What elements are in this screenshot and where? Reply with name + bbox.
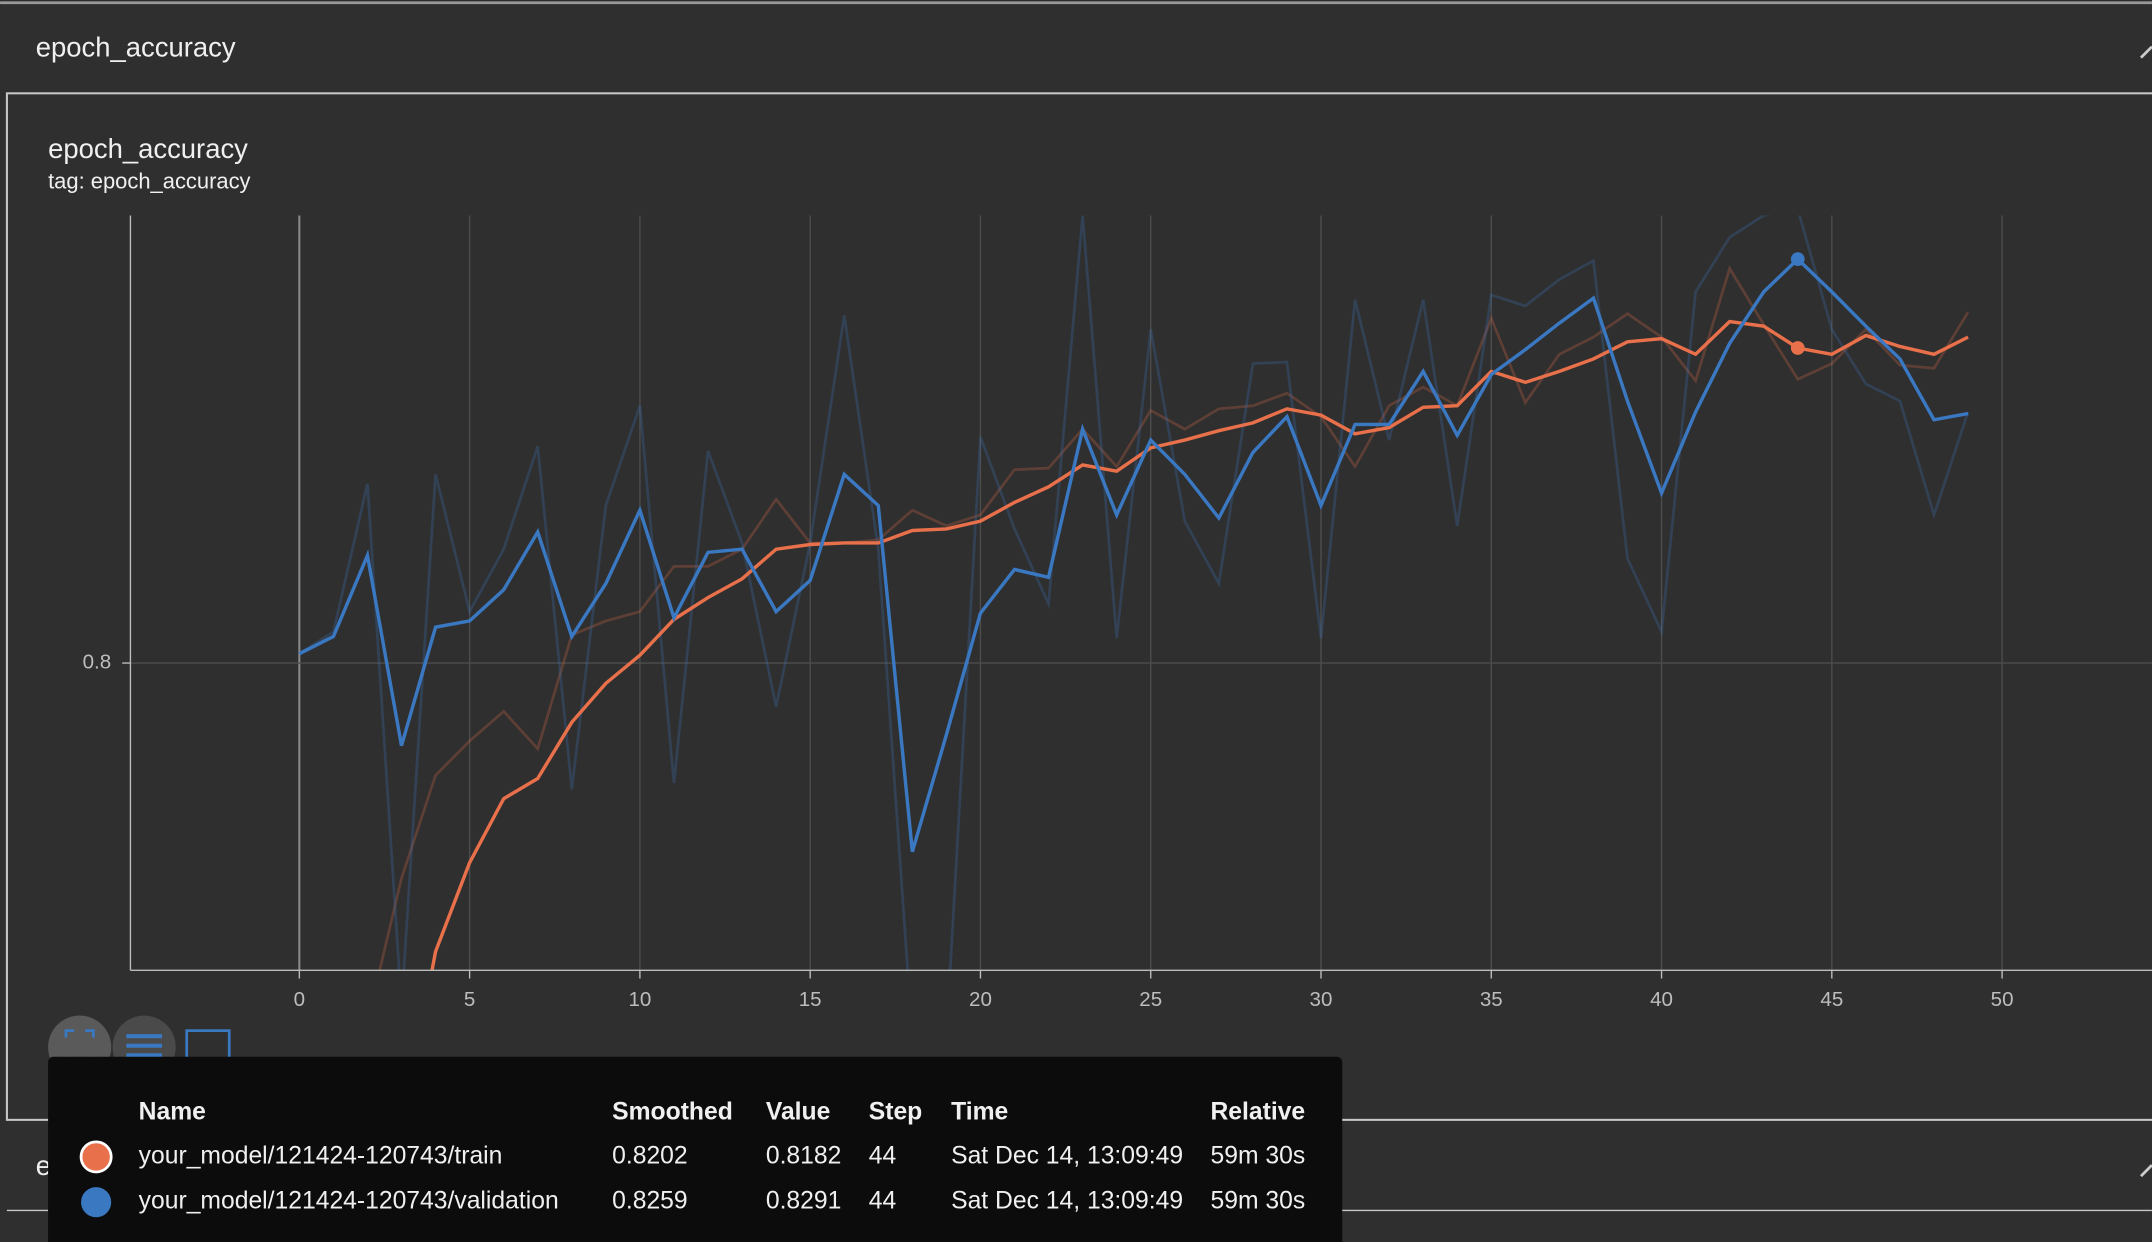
section-title[interactable]: epoch_accuracy: [36, 32, 236, 63]
x-tick-label: 15: [799, 988, 822, 1011]
x-tick-label: 25: [1139, 988, 1162, 1011]
column-header: Step: [869, 1099, 923, 1126]
y-tick-label: 0.8: [83, 650, 112, 673]
fullscreen-icon: [64, 1029, 95, 1065]
cell: 0.8202: [612, 1142, 688, 1169]
cell: Sat Dec 14, 13:09:49: [951, 1188, 1183, 1215]
x-tick-label: 20: [969, 988, 992, 1011]
cell: 44: [869, 1142, 896, 1169]
lines-icon: [126, 1034, 162, 1058]
x-tick-label: 5: [464, 988, 475, 1011]
x-tick-label: 35: [1480, 988, 1503, 1011]
collapse-icon[interactable]: [2139, 45, 2152, 59]
cell: 59m 30s: [1210, 1142, 1305, 1169]
x-tick-label: 10: [628, 988, 651, 1011]
x-tick-label: 0: [294, 988, 305, 1011]
ticks: 0 5 10 15 20 25 30 35 40 45 50 0.8: [83, 650, 2014, 1010]
cell: 59m 30s: [1210, 1188, 1305, 1215]
cell: your_model/121424-120743/train: [139, 1142, 503, 1169]
column-header: Time: [951, 1099, 1008, 1126]
hover-point: [1790, 252, 1805, 266]
cell: your_model/121424-120743/validation: [139, 1188, 559, 1215]
chart-subtitle: tag: epoch_accuracy: [48, 168, 250, 193]
hover-point: [1790, 341, 1805, 355]
raw-line: [378, 265, 1970, 971]
raw-line: [298, 215, 1970, 971]
cell: 44: [869, 1188, 896, 1215]
series-swatch: [79, 1140, 113, 1174]
cell: 0.8182: [766, 1142, 842, 1169]
collapse-icon[interactable]: [2139, 1164, 2152, 1178]
x-tick-label: 40: [1650, 988, 1673, 1011]
column-header: Name: [139, 1099, 206, 1126]
smoothed-line: [298, 256, 1969, 853]
series-swatch: [81, 1187, 112, 1218]
column-header: Value: [766, 1099, 831, 1126]
plot-area: [298, 215, 1970, 971]
cell: Sat Dec 14, 13:09:49: [951, 1142, 1183, 1169]
cell: 0.8259: [612, 1188, 688, 1215]
tooltip: [48, 1056, 1343, 1242]
x-tick-label: 30: [1310, 988, 1333, 1011]
column-header: Smoothed: [612, 1099, 733, 1126]
x-tick-label: 45: [1820, 988, 1843, 1011]
column-header: Relative: [1210, 1099, 1305, 1126]
x-tick-label: 50: [1991, 988, 2014, 1011]
cell: 0.8291: [766, 1188, 842, 1215]
tooltip-table: Name Smoothed Value Step Time Relative your_mo…: [79, 1099, 1305, 1218]
chart-title: epoch_accuracy: [48, 133, 248, 164]
smoothed-line: [430, 319, 1969, 971]
grid: [130, 215, 2152, 971]
